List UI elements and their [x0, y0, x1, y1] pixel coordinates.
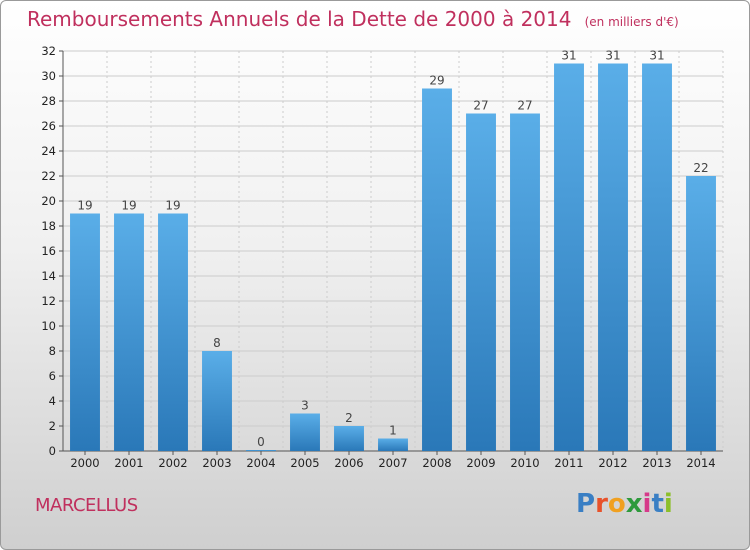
data-label-2013: 31	[649, 49, 664, 63]
bar-2001	[114, 213, 144, 451]
y-tick-label: 28	[41, 94, 56, 108]
data-label-2003: 8	[213, 336, 221, 350]
bar-2010	[510, 113, 540, 451]
y-tick-label: 14	[41, 269, 56, 283]
y-tick-label: 22	[41, 169, 56, 183]
x-tick-label: 2008	[422, 456, 451, 470]
data-labels: 19 19 19 8 0 3 2 1 29 27 27 31 31 31 22	[77, 49, 708, 450]
bar-2005	[290, 413, 320, 451]
bar-2012	[598, 63, 628, 451]
x-tick-label: 2013	[642, 456, 671, 470]
y-tick-label: 10	[41, 319, 56, 333]
bar-2011	[554, 63, 584, 451]
y-tick-label: 24	[41, 144, 56, 158]
y-tick-label: 2	[49, 419, 56, 433]
logo-letter: i	[663, 489, 673, 519]
y-tick-label: 16	[41, 244, 56, 258]
y-tick-label: 8	[49, 344, 56, 358]
logo-letter: i	[642, 489, 652, 519]
data-label-2011: 31	[561, 49, 576, 63]
logo-letter: P	[576, 489, 596, 519]
x-tick-label: 2006	[334, 456, 363, 470]
data-label-2002: 19	[165, 199, 180, 213]
bar-2008	[422, 88, 452, 451]
y-tick-label: 20	[41, 194, 56, 208]
data-label-2004: 0	[257, 435, 265, 449]
x-tick-label: 2002	[158, 456, 187, 470]
bar-2004	[246, 450, 276, 451]
y-tick-label: 4	[49, 394, 56, 408]
y-tick-label: 30	[41, 69, 56, 83]
data-label-2000: 19	[77, 199, 92, 213]
y-tick-label: 18	[41, 219, 56, 233]
logo-letter: r	[595, 489, 608, 519]
bar-2000	[70, 213, 100, 451]
bar-2002	[158, 213, 188, 451]
x-tick-label: 2001	[114, 456, 143, 470]
x-tick-label: 2004	[246, 456, 275, 470]
data-label-2001: 19	[121, 199, 136, 213]
x-tick-label: 2012	[598, 456, 627, 470]
x-tick-label: 2007	[378, 456, 407, 470]
y-tick-label: 0	[49, 444, 56, 458]
data-label-2012: 31	[605, 49, 620, 63]
data-label-2005: 3	[301, 399, 309, 413]
proxiti-logo: Proxiti	[576, 489, 673, 519]
bar-2006	[334, 426, 364, 451]
data-label-2010: 27	[517, 99, 532, 113]
y-tick-label: 26	[41, 119, 56, 133]
x-tick-label: 2000	[70, 456, 99, 470]
logo-letter: x	[625, 489, 643, 519]
chart-title: Remboursements Annuels de la Dette de 20…	[27, 7, 679, 31]
data-label-2014: 22	[693, 161, 708, 175]
x-tick-label: 2011	[554, 456, 583, 470]
x-tick-label: 2014	[686, 456, 715, 470]
data-label-2006: 2	[345, 411, 353, 425]
bar-2007	[378, 438, 408, 451]
data-label-2009: 27	[473, 99, 488, 113]
title-main: Remboursements Annuels de la Dette de 20…	[27, 7, 572, 31]
bar-2009	[466, 113, 496, 451]
x-tick-label: 2010	[510, 456, 539, 470]
bar-2003	[202, 351, 232, 451]
y-tick-label: 32	[41, 44, 56, 58]
bar-2014	[686, 176, 716, 451]
logo-letter: o	[607, 489, 626, 519]
x-tick-label: 2005	[290, 456, 319, 470]
x-tick-label: 2009	[466, 456, 495, 470]
title-unit: (en milliers d'€)	[584, 15, 679, 29]
logo-letter: t	[651, 489, 664, 519]
x-tick-label: 2003	[202, 456, 231, 470]
town-name: MARCELLUS	[35, 495, 138, 516]
bars	[70, 63, 716, 451]
data-label-2008: 29	[429, 74, 444, 88]
y-tick-label: 12	[41, 294, 56, 308]
bar-2013	[642, 63, 672, 451]
data-label-2007: 1	[389, 424, 397, 438]
y-tick-label: 6	[49, 369, 56, 383]
